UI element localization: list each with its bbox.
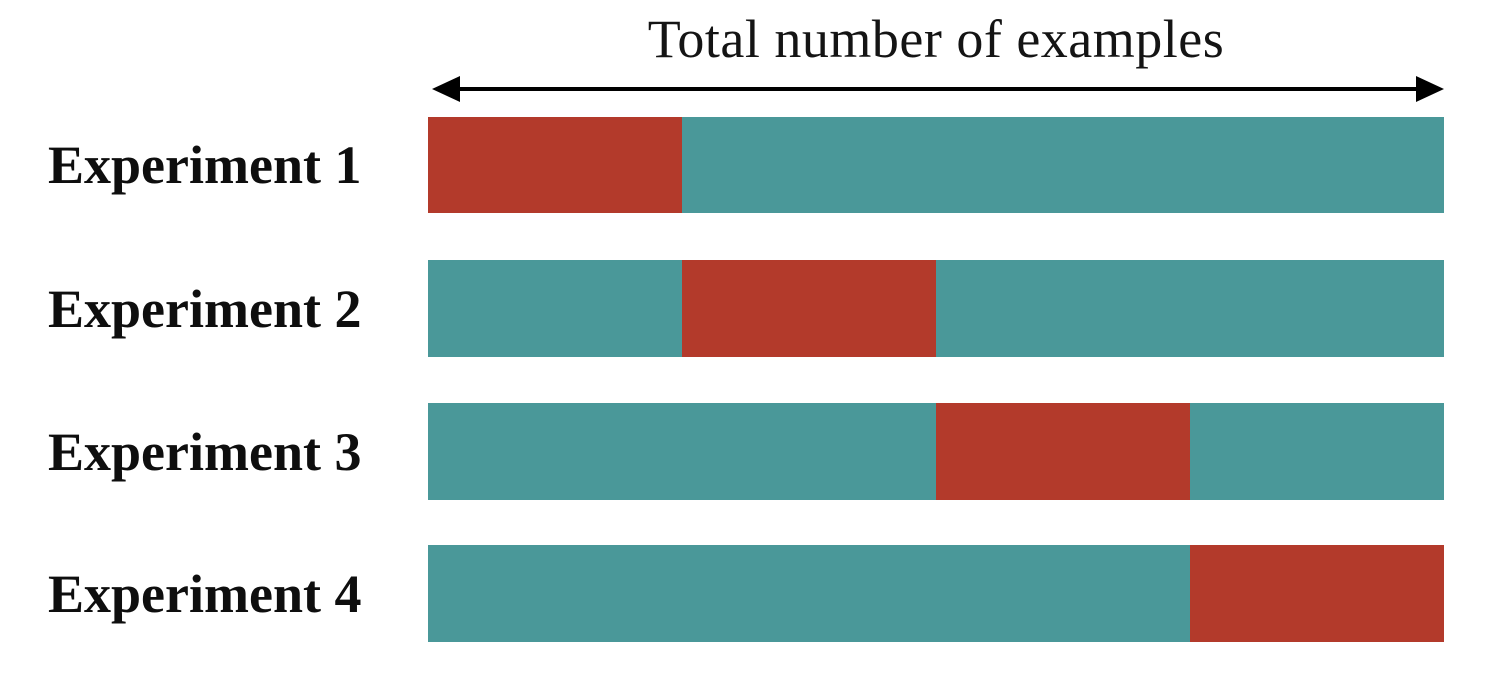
validation-fold-segment [682, 260, 936, 357]
total-range-arrow [432, 76, 1444, 102]
figure-title: Total number of examples [647, 9, 1225, 69]
experiment-bar [428, 545, 1444, 642]
experiment-bar [428, 260, 1444, 357]
experiment-row-2: Experiment 2 [0, 260, 1504, 357]
arrow-line [442, 87, 1434, 91]
experiment-label: Experiment 4 [48, 563, 362, 624]
validation-fold-segment [428, 117, 682, 213]
arrowhead-right-icon [1416, 76, 1444, 102]
experiment-label: Experiment 2 [48, 278, 362, 339]
validation-fold-segment [1190, 545, 1444, 642]
experiment-bar [428, 117, 1444, 213]
experiment-row-3: Experiment 3 [0, 403, 1504, 500]
experiment-label: Experiment 1 [48, 135, 362, 195]
experiment-row-1: Experiment 1 [0, 117, 1504, 213]
validation-fold-segment [936, 403, 1190, 500]
experiment-row-4: Experiment 4 [0, 545, 1504, 642]
experiment-label: Experiment 3 [48, 421, 362, 482]
experiment-bar [428, 403, 1444, 500]
